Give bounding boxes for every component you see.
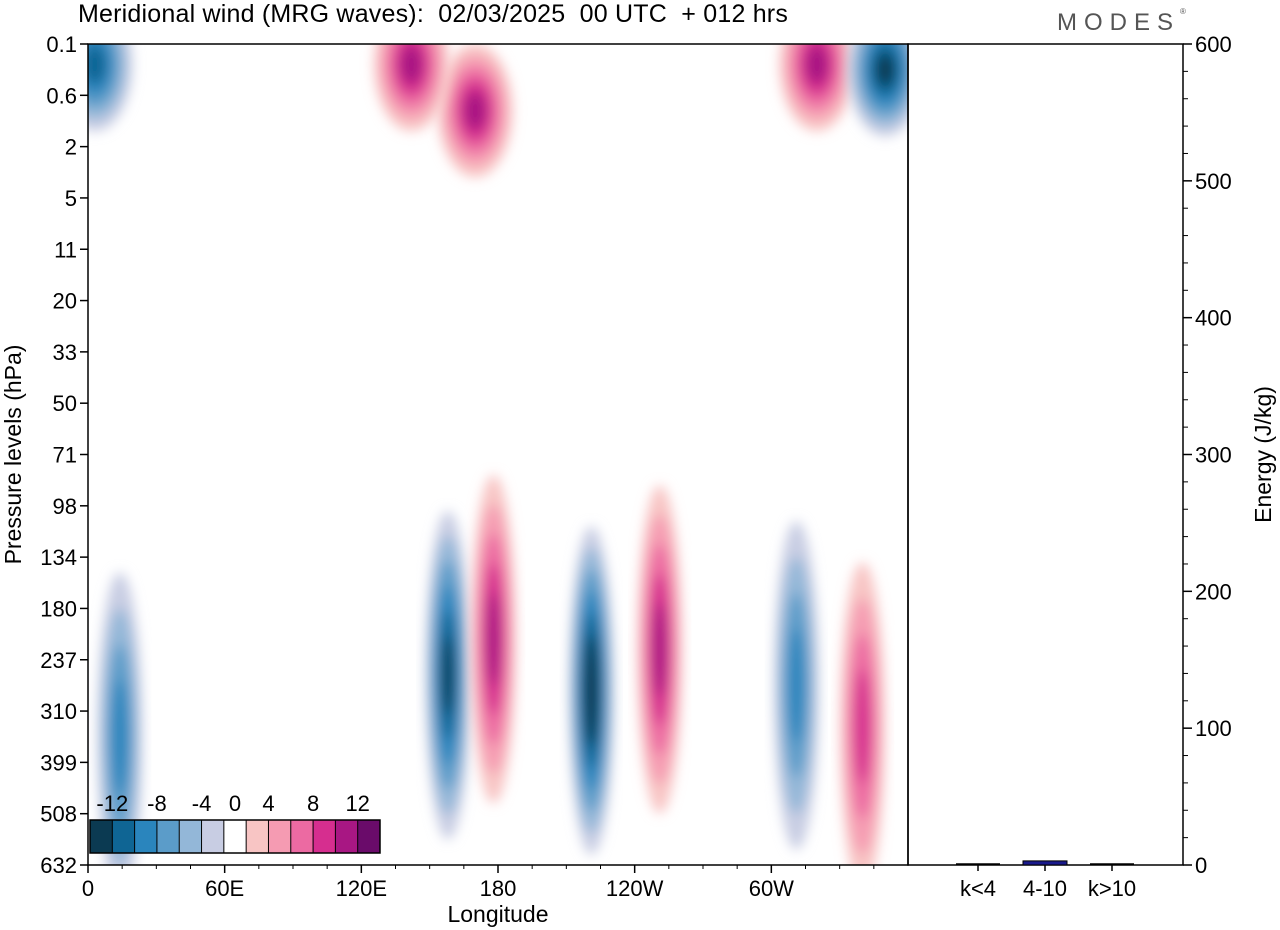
colorbar-swatch: [134, 820, 158, 853]
y-tick-label: 508: [40, 802, 77, 827]
y-tick-label: 632: [40, 853, 77, 878]
colorbar-swatch: [201, 820, 225, 853]
colorbar-tick-label: -4: [192, 791, 212, 816]
colorbar-tick-label: 12: [345, 791, 369, 816]
y-tick-label: 11: [54, 237, 77, 262]
wave-cell: [437, 44, 513, 178]
brand-logo: MODES®: [1057, 7, 1186, 37]
pressure-axis: 0.1 0.6 2 5 11 20 33 50 71 98 134 180 237 310 399 508 63…: [40, 32, 88, 878]
colorbar-swatch: [156, 820, 180, 853]
colorbar-tick-label: -12: [96, 791, 128, 816]
energy-bar: [1022, 860, 1068, 866]
wave-cell: [470, 475, 516, 804]
energy-axis: 0 100 200 300 400 500 600: [1183, 32, 1232, 878]
x-tick-label: 120E: [336, 876, 387, 901]
energy-tick-label: 600: [1195, 32, 1232, 57]
y-tick-label: 180: [40, 596, 77, 621]
energy-cat-label: 4-10: [1023, 876, 1067, 901]
contour-band: [112, 679, 128, 794]
colorbar-swatch: [112, 820, 136, 853]
wave-cell: [568, 526, 614, 855]
x-tick-label: 60W: [749, 876, 794, 901]
y-tick-label: 310: [40, 699, 77, 724]
wave-cell: [637, 485, 683, 814]
contour-band: [854, 669, 871, 784]
x-tick-label: 180: [480, 876, 517, 901]
wave-cell: [773, 521, 819, 850]
colorbar-swatch: [223, 820, 247, 853]
energy-tick-label: 200: [1195, 579, 1232, 604]
wave-cell: [779, 44, 855, 132]
colorbar-tick-label: -8: [147, 791, 167, 816]
contour-band: [442, 635, 454, 715]
colorbar-swatch: [290, 820, 314, 853]
y-tick-label: 0.6: [46, 83, 77, 108]
colorbar-tick-label: 8: [307, 791, 319, 816]
contour-band: [487, 592, 500, 687]
energy-axis-title: Energy (J/kg): [1250, 386, 1276, 523]
wave-cell: [88, 44, 133, 132]
y-tick-label: 33: [53, 340, 77, 365]
contour-field: [88, 44, 908, 865]
contour-band: [788, 628, 805, 743]
y-tick-label: 71: [53, 443, 77, 468]
colorbar: -12 -8 -4 0 4 8 12: [89, 791, 381, 854]
wave-cell: [97, 572, 143, 865]
contour-band: [88, 45, 106, 84]
energy-tick-label: 0: [1195, 853, 1207, 878]
colorbar-tick-label: 4: [262, 791, 274, 816]
contour-band: [806, 45, 828, 84]
energy-bars: [956, 860, 1134, 866]
colorbar-swatch: [357, 820, 381, 853]
wave-cell: [373, 44, 450, 132]
contour-band: [876, 53, 895, 86]
chart-title: Meridional wind (MRG waves): 02/03/2025 …: [78, 0, 789, 28]
contour-band: [400, 45, 423, 84]
energy-cat-label: k<4: [960, 876, 996, 901]
brand-registered-mark: ®: [1180, 7, 1186, 16]
colorbar-swatch: [90, 820, 113, 853]
energy-cat-label: k>10: [1088, 876, 1136, 901]
y-tick-label: 399: [40, 750, 77, 775]
energy-tick-label: 300: [1195, 443, 1232, 468]
energy-category-labels: k<4 4-10 k>10: [960, 865, 1136, 901]
y-tick-label: 0.1: [46, 32, 77, 57]
colorbar-frame: [89, 819, 381, 854]
x-tick-label: 120W: [606, 876, 664, 901]
y-tick-label: 237: [40, 648, 77, 673]
wave-cell: [425, 510, 471, 840]
wave-cell: [847, 44, 908, 137]
colorbar-tick-label: 0: [229, 791, 241, 816]
energy-tick-label: 500: [1195, 169, 1232, 194]
y-tick-label: 50: [53, 391, 77, 416]
y-axis-title: Pressure levels (hPa): [0, 345, 26, 565]
brand-text: MODES: [1057, 9, 1181, 36]
x-axis-title: Longitude: [447, 901, 548, 927]
energy-tick-label: 100: [1195, 716, 1232, 741]
contour-band: [586, 655, 597, 726]
y-tick-label: 20: [53, 289, 77, 314]
x-tick-label: 0: [82, 876, 94, 901]
colorbar-swatch: [313, 820, 336, 853]
wave-cell: [839, 562, 885, 865]
y-tick-label: 5: [65, 186, 77, 211]
y-tick-label: 2: [65, 135, 77, 160]
longitude-axis: 0 60E 120E 180 120W 60W: [82, 865, 875, 901]
y-tick-label: 98: [53, 494, 77, 519]
y-tick-label: 134: [40, 545, 77, 570]
colorbar-swatch: [246, 820, 269, 853]
x-tick-label: 60E: [205, 876, 244, 901]
contour-band: [464, 91, 486, 130]
energy-tick-label: 400: [1195, 306, 1232, 331]
colorbar-swatch: [335, 820, 359, 853]
energy-plot-frame: [907, 43, 1184, 866]
contour-band: [653, 602, 667, 697]
colorbar-swatch: [268, 820, 292, 853]
colorbar-swatch: [179, 820, 203, 853]
